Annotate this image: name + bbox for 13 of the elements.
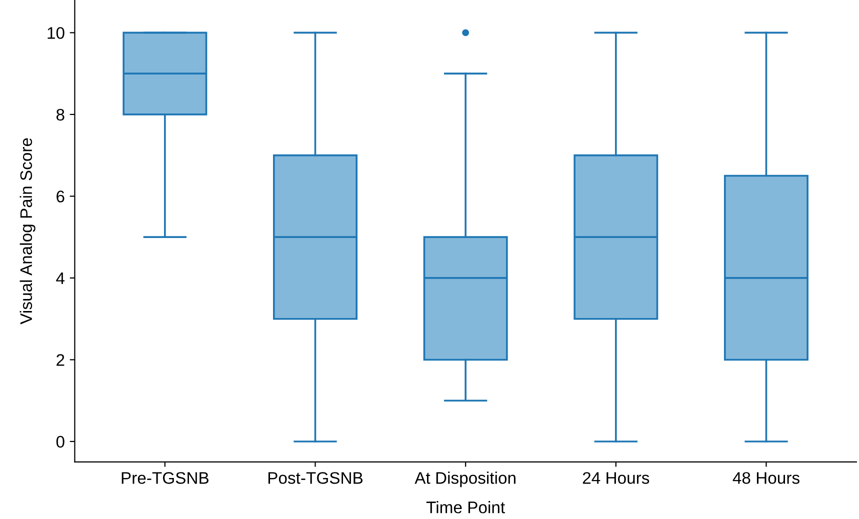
y-tick-label: 6 [56,190,64,202]
x-tick-label: Post-TGSNB [268,472,363,484]
y-tick-label: 10 [48,27,64,39]
x-axis-title: Time Point [426,501,505,514]
y-tick-label: 0 [56,436,64,448]
x-tick-label: 48 Hours [732,472,800,484]
y-tick-label: 8 [56,108,64,121]
x-tick-label: 24 Hours [582,472,650,484]
x-tick-label: At Disposition [414,472,516,488]
y-axis-title: Visual Analog Pain Score [20,138,36,324]
y-tick-label: 2 [56,354,64,366]
y-tick-label: 4 [56,272,65,284]
x-tick-label: Pre-TGSNB [122,472,208,484]
